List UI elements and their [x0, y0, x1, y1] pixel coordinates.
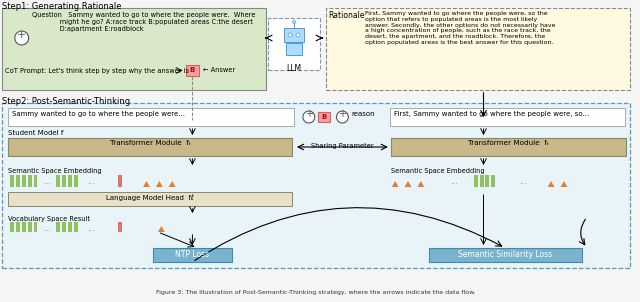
Bar — [74, 175, 78, 187]
Text: Question   Sammy wanted to go to where the people were.  Where
             migh: Question Sammy wanted to go to where the… — [31, 12, 255, 32]
Bar — [8, 138, 292, 156]
Bar — [62, 222, 66, 232]
Bar — [10, 175, 14, 187]
Bar — [153, 248, 232, 262]
Bar — [268, 18, 320, 70]
Circle shape — [288, 33, 292, 37]
Text: ← Answer: ← Answer — [204, 67, 236, 73]
Text: ...: ... — [450, 177, 458, 186]
Text: ...: ... — [87, 224, 95, 233]
Text: First, Sammy wanted to go where the people were, so the
option that refers to po: First, Sammy wanted to go where the peop… — [365, 11, 556, 45]
Text: Sammy wanted to go to where the people were...: Sammy wanted to go to where the people w… — [12, 111, 185, 117]
Polygon shape — [417, 181, 424, 187]
Circle shape — [296, 33, 300, 37]
Polygon shape — [169, 181, 175, 187]
Text: Semantic Space Embedding: Semantic Space Embedding — [8, 168, 102, 174]
Bar — [118, 222, 122, 232]
Bar — [8, 192, 292, 206]
Text: Student Model f: Student Model f — [8, 130, 63, 136]
Polygon shape — [548, 181, 554, 187]
Bar — [16, 222, 20, 232]
Polygon shape — [158, 226, 164, 232]
Circle shape — [15, 31, 29, 45]
Text: Step1: Generating Rationale: Step1: Generating Rationale — [2, 2, 122, 11]
Polygon shape — [561, 181, 568, 187]
Text: ...: ... — [44, 177, 51, 186]
Polygon shape — [143, 181, 150, 187]
Text: Semantic Space Embedding: Semantic Space Embedding — [391, 168, 484, 174]
Text: B: B — [190, 67, 195, 73]
Bar — [391, 138, 626, 156]
Circle shape — [292, 21, 296, 24]
Text: Semantic Similarity Loss: Semantic Similarity Loss — [458, 250, 552, 259]
Bar — [2, 8, 266, 90]
Text: Step2: Post-Semantic-Thinking: Step2: Post-Semantic-Thinking — [2, 97, 130, 106]
Text: CoT Prompt: Let's think step by step why the answer is: CoT Prompt: Let's think step by step why… — [5, 68, 189, 74]
Polygon shape — [392, 181, 399, 187]
Text: Vocabulary Space Result: Vocabulary Space Result — [8, 216, 90, 222]
Bar — [390, 108, 625, 126]
Bar — [28, 222, 31, 232]
Text: ...: ... — [519, 177, 527, 186]
Text: First, Sammy wanted to go where the people were, so...: First, Sammy wanted to go where the peop… — [394, 111, 589, 117]
Bar — [22, 175, 26, 187]
Text: +: + — [339, 109, 346, 119]
Bar — [492, 175, 495, 187]
Bar — [56, 175, 60, 187]
Bar — [286, 43, 302, 55]
Text: B: B — [321, 114, 326, 120]
Bar — [486, 175, 490, 187]
Bar — [118, 175, 122, 187]
Bar — [186, 65, 199, 76]
Bar — [68, 175, 72, 187]
Bar — [22, 222, 26, 232]
Circle shape — [337, 111, 348, 123]
Bar — [62, 175, 66, 187]
Text: Rationale: Rationale — [328, 11, 365, 20]
Bar — [56, 222, 60, 232]
Polygon shape — [404, 181, 412, 187]
Text: Transformer Module  fₜ: Transformer Module fₜ — [109, 140, 191, 146]
Bar — [33, 222, 38, 232]
Bar — [28, 175, 31, 187]
Bar — [326, 8, 630, 90]
Text: ...: ... — [44, 224, 51, 233]
Bar — [10, 222, 14, 232]
Bar — [68, 222, 72, 232]
Text: +: + — [17, 30, 26, 40]
Bar — [74, 222, 78, 232]
Bar — [429, 248, 582, 262]
Bar — [2, 103, 630, 268]
Bar — [16, 175, 20, 187]
Text: Transformer Module  fₜ: Transformer Module fₜ — [468, 140, 548, 146]
Bar — [317, 112, 330, 122]
Text: ...: ... — [87, 177, 95, 186]
Bar — [8, 108, 294, 126]
Polygon shape — [156, 181, 163, 187]
Bar — [33, 175, 38, 187]
Text: LLM: LLM — [287, 64, 301, 73]
Text: Sharing Parameter: Sharing Parameter — [311, 143, 374, 149]
Bar — [474, 175, 477, 187]
Circle shape — [303, 111, 315, 123]
Text: Figure 3: The illustration of Post-Semantic-Thinking strategy, where the arrows : Figure 3: The illustration of Post-Seman… — [156, 290, 476, 295]
Text: NTP Loss: NTP Loss — [175, 250, 209, 259]
Bar — [479, 175, 483, 187]
Text: Language Model Head  fℓ: Language Model Head fℓ — [106, 194, 194, 201]
Bar — [284, 28, 304, 42]
Text: +: + — [305, 109, 313, 119]
Text: reason: reason — [351, 111, 375, 117]
